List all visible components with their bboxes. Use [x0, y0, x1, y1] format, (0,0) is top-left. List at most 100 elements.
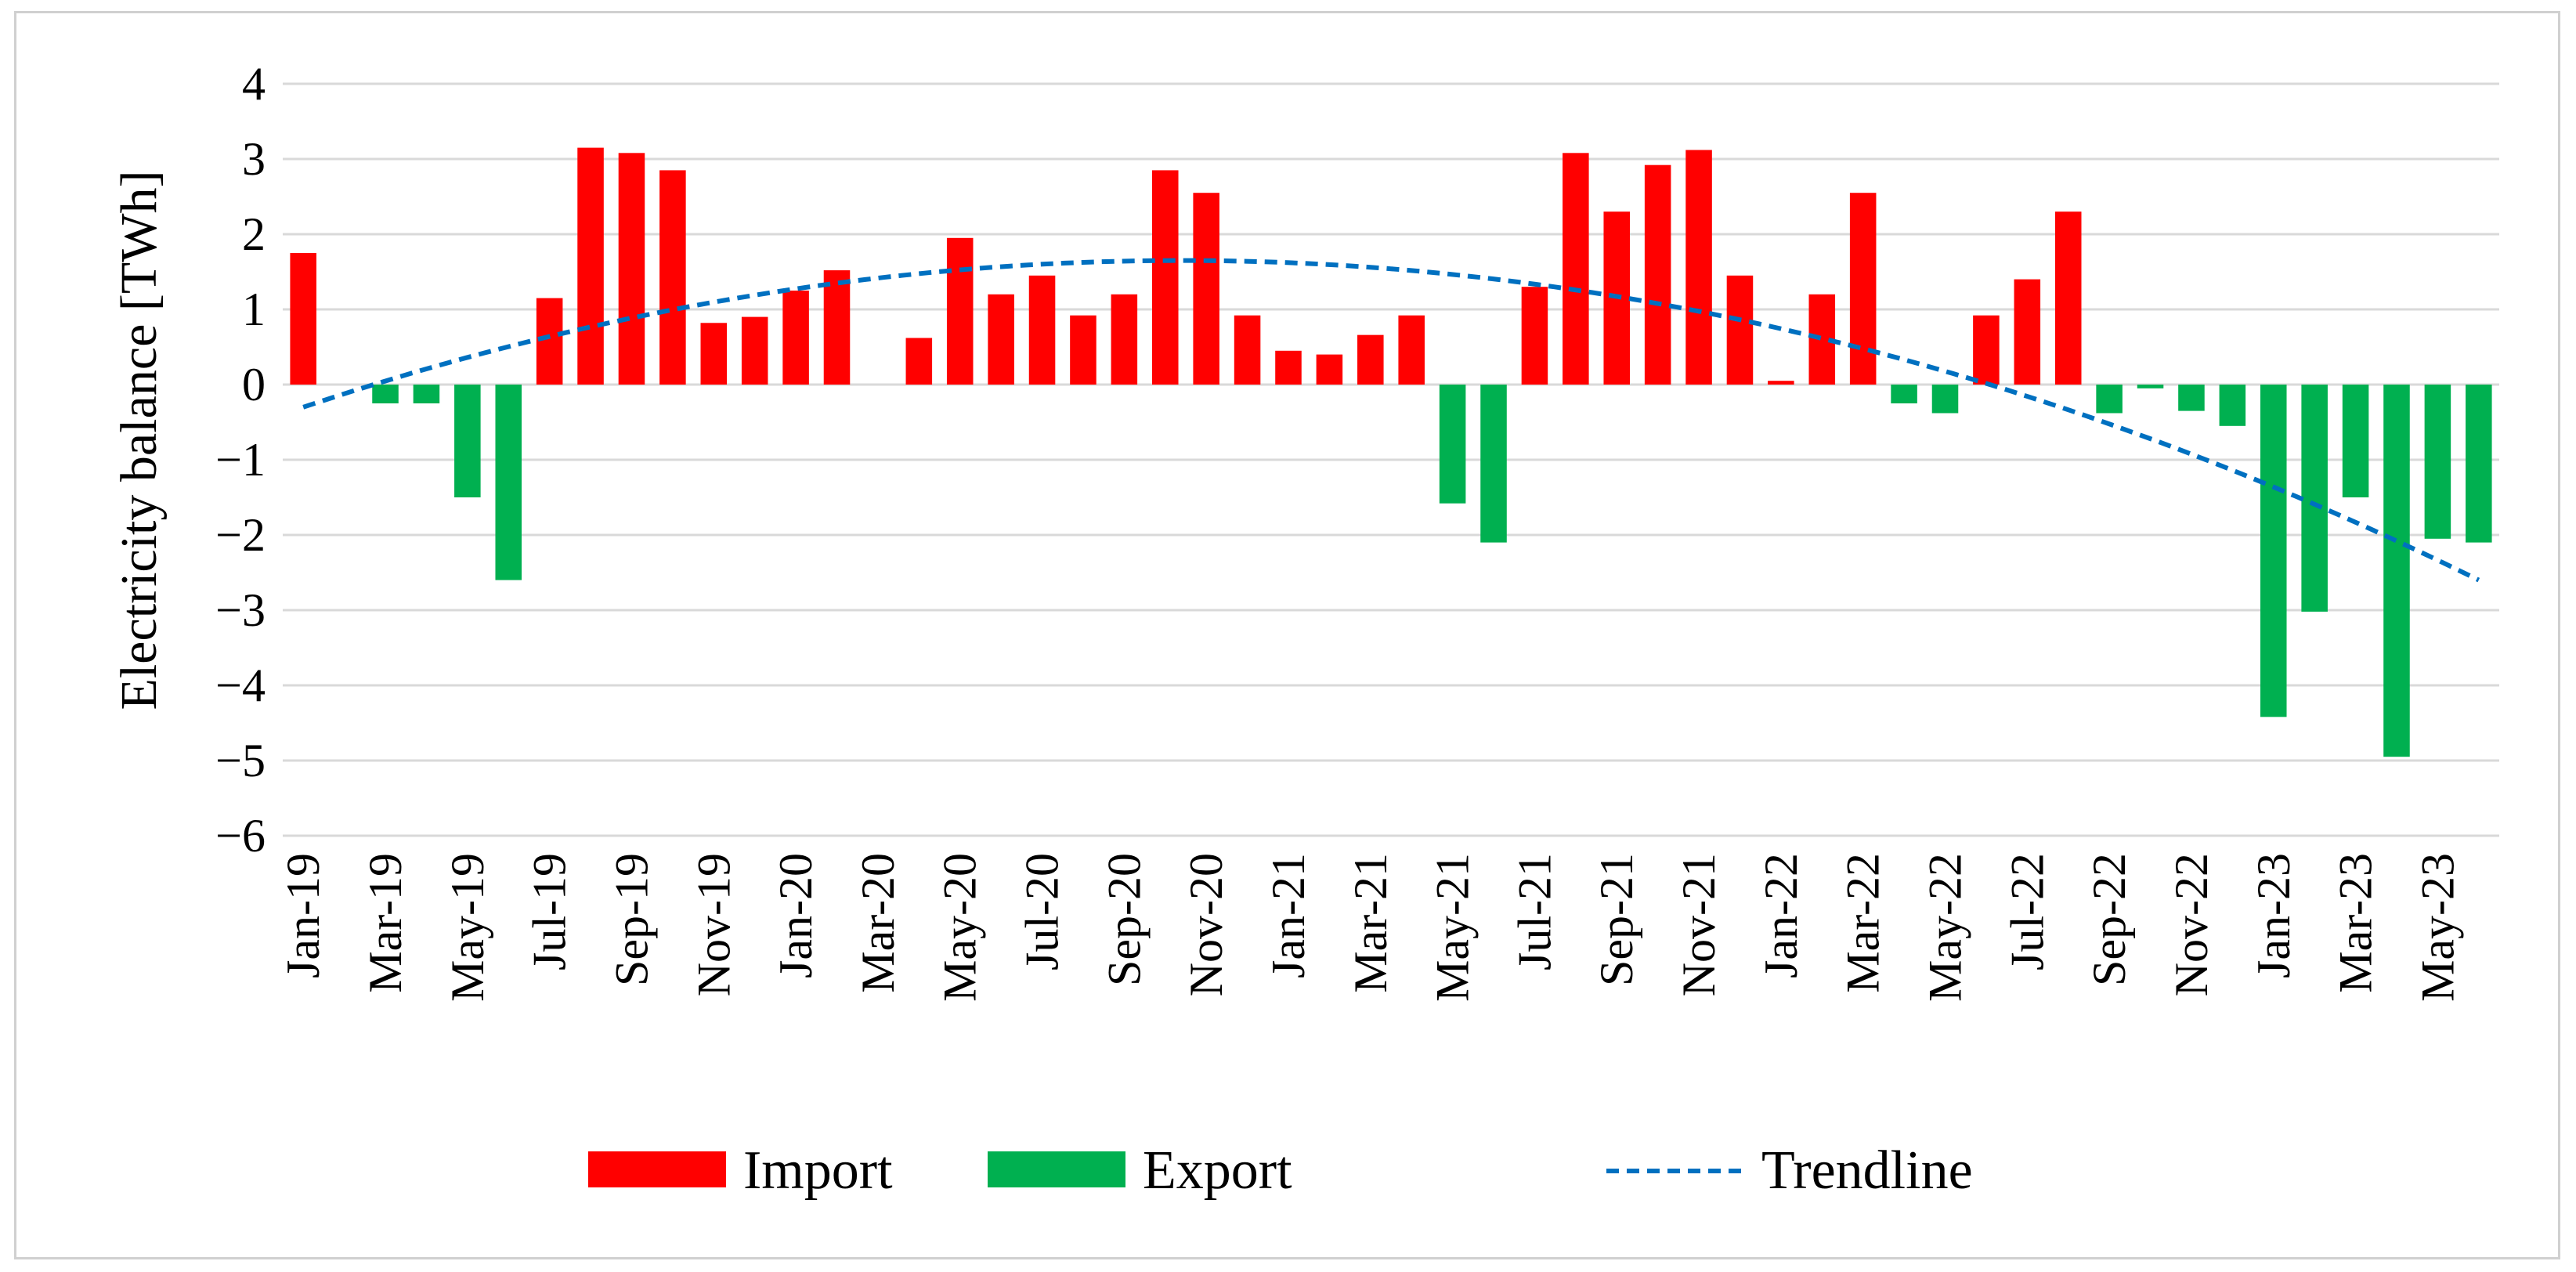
export-bar	[2096, 385, 2123, 414]
x-tick-label: May-23	[2412, 853, 2463, 1002]
legend: Import Export Trendline	[588, 1140, 1973, 1201]
y-tick-label: 2	[242, 208, 266, 260]
y-axis-ticks: 4 3 2 1 0 −1 −2 −3 −4 −5 −6	[215, 58, 266, 862]
x-tick-label: Mar-21	[1345, 853, 1396, 993]
import-bar	[1685, 150, 1712, 385]
export-bar	[2260, 385, 2287, 717]
export-bar	[1891, 385, 1917, 403]
x-tick-label: Jan-22	[1755, 853, 1807, 978]
x-tick-label: Jul-22	[2001, 853, 2053, 970]
import-bar	[946, 237, 974, 385]
import-bar	[1357, 334, 1384, 385]
x-tick-label: May-20	[934, 853, 986, 1002]
x-tick-label: Sep-20	[1098, 853, 1150, 986]
x-tick-label: May-22	[1920, 853, 1971, 1002]
export-bar	[2137, 385, 2164, 388]
export-bar	[1439, 385, 1466, 504]
import-bar	[536, 298, 563, 385]
import-bar	[1726, 275, 1754, 385]
x-tick-label: Sep-19	[605, 853, 657, 986]
import-bar	[1234, 315, 1261, 385]
x-tick-label: Jul-20	[1017, 853, 1068, 970]
export-bar	[372, 385, 399, 403]
import-bar	[782, 291, 809, 385]
import-bar	[1398, 315, 1425, 385]
y-tick-label: −2	[215, 509, 266, 561]
x-tick-label: Mar-23	[2330, 853, 2382, 993]
export-bar	[2301, 385, 2328, 612]
x-tick-label: Sep-22	[2083, 853, 2135, 986]
import-bar	[741, 316, 768, 385]
x-tick-label: Jan-19	[277, 853, 329, 978]
export-bar	[2466, 385, 2492, 543]
import-bar	[290, 253, 316, 385]
x-tick-label: May-19	[442, 853, 493, 1002]
y-tick-label: 0	[242, 359, 266, 410]
x-tick-label: Mar-19	[359, 853, 411, 993]
x-tick-label: Jan-23	[2248, 853, 2300, 978]
x-tick-label: Jul-19	[524, 853, 576, 970]
export-bar	[2219, 385, 2246, 426]
x-tick-label: Mar-20	[852, 853, 904, 993]
x-tick-label: Nov-21	[1673, 853, 1725, 996]
export-bar	[2383, 385, 2410, 757]
import-bar	[2054, 211, 2082, 385]
legend-trendline-label: Trendline	[1761, 1140, 1973, 1201]
y-tick-label: −1	[215, 434, 266, 486]
legend-export-label: Export	[1143, 1140, 1292, 1201]
export-bar	[1931, 385, 1959, 414]
legend-export-swatch	[988, 1151, 1125, 1187]
trendline-layer	[302, 258, 2480, 583]
legend-import-swatch	[588, 1151, 726, 1187]
x-tick-label: May-21	[1427, 853, 1479, 1002]
y-tick-label: 4	[242, 58, 266, 110]
x-tick-label: Jan-21	[1263, 853, 1314, 978]
export-bar	[2342, 385, 2369, 497]
import-bar	[1563, 153, 1589, 385]
import-bar	[659, 170, 686, 385]
import-bar	[1028, 275, 1056, 385]
import-bar	[1111, 294, 1138, 385]
y-tick-label: −6	[215, 810, 266, 862]
import-bar	[1521, 287, 1548, 385]
y-axis-title: Electricity balance [TWh]	[110, 171, 168, 710]
export-bar	[1480, 385, 1507, 543]
import-bar	[1070, 315, 1097, 385]
import-bar	[1644, 164, 1671, 385]
x-tick-label: Nov-20	[1180, 853, 1232, 996]
chart-frame: 4 3 2 1 0 −1 −2 −3 −4 −5 −6 Jan-19 Mar-19 May-19 Jul-…	[14, 11, 2560, 1259]
export-bar	[454, 385, 481, 497]
export-bar	[495, 385, 522, 580]
x-tick-label: Jul-21	[1508, 853, 1560, 970]
bars	[290, 147, 2492, 757]
import-bar	[577, 147, 604, 385]
import-bar	[905, 338, 933, 385]
x-tick-label: Nov-22	[2166, 853, 2217, 996]
import-bar	[1768, 381, 1794, 385]
y-tick-label: −5	[215, 735, 266, 786]
import-bar	[1193, 193, 1219, 385]
import-bar	[2014, 279, 2041, 385]
import-bar	[1275, 350, 1302, 385]
x-tick-label: Mar-22	[1837, 853, 1889, 993]
import-bar	[1973, 315, 2000, 385]
import-bar	[988, 294, 1014, 385]
x-tick-label: Jan-20	[770, 853, 822, 978]
x-tick-label: Sep-21	[1591, 853, 1642, 986]
trendline	[302, 258, 2480, 583]
export-bar	[2424, 385, 2451, 539]
import-bar	[700, 323, 728, 385]
y-tick-label: −4	[215, 659, 266, 711]
import-bar	[1316, 354, 1343, 385]
y-tick-label: 1	[242, 284, 266, 335]
legend-import-label: Import	[743, 1140, 893, 1201]
export-bar	[413, 385, 440, 403]
import-bar	[823, 270, 851, 385]
y-tick-label: 3	[242, 133, 266, 185]
electricity-balance-chart: 4 3 2 1 0 −1 −2 −3 −4 −5 −6 Jan-19 Mar-19 May-19 Jul-…	[110, 58, 2499, 1201]
import-bar	[618, 153, 645, 385]
import-bar	[1151, 170, 1179, 385]
export-bar	[2178, 385, 2205, 411]
import-bar	[1849, 193, 1877, 385]
gridlines	[283, 82, 2499, 837]
